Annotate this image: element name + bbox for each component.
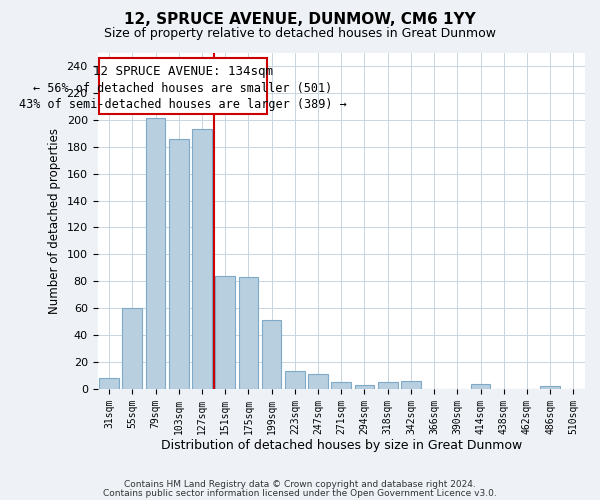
Text: Contains HM Land Registry data © Crown copyright and database right 2024.: Contains HM Land Registry data © Crown c… xyxy=(124,480,476,489)
Bar xyxy=(331,382,351,389)
Bar xyxy=(239,278,258,389)
Bar xyxy=(308,374,328,389)
Bar xyxy=(192,129,212,389)
Bar xyxy=(285,372,305,389)
Text: 12, SPRUCE AVENUE, DUNMOW, CM6 1YY: 12, SPRUCE AVENUE, DUNMOW, CM6 1YY xyxy=(124,12,476,28)
Bar xyxy=(262,320,281,389)
X-axis label: Distribution of detached houses by size in Great Dunmow: Distribution of detached houses by size … xyxy=(161,440,522,452)
Bar xyxy=(215,276,235,389)
FancyBboxPatch shape xyxy=(98,58,267,114)
Text: Contains public sector information licensed under the Open Government Licence v3: Contains public sector information licen… xyxy=(103,488,497,498)
Bar xyxy=(169,138,188,389)
Bar xyxy=(355,385,374,389)
Text: ← 56% of detached houses are smaller (501): ← 56% of detached houses are smaller (50… xyxy=(33,82,332,95)
Bar xyxy=(401,381,421,389)
Text: 12 SPRUCE AVENUE: 134sqm: 12 SPRUCE AVENUE: 134sqm xyxy=(93,64,273,78)
Bar xyxy=(541,386,560,389)
Bar xyxy=(146,118,166,389)
Text: 43% of semi-detached houses are larger (389) →: 43% of semi-detached houses are larger (… xyxy=(19,98,347,112)
Y-axis label: Number of detached properties: Number of detached properties xyxy=(48,128,61,314)
Text: Size of property relative to detached houses in Great Dunmow: Size of property relative to detached ho… xyxy=(104,28,496,40)
Bar xyxy=(470,384,490,389)
Bar xyxy=(378,382,398,389)
Bar xyxy=(122,308,142,389)
Bar xyxy=(99,378,119,389)
